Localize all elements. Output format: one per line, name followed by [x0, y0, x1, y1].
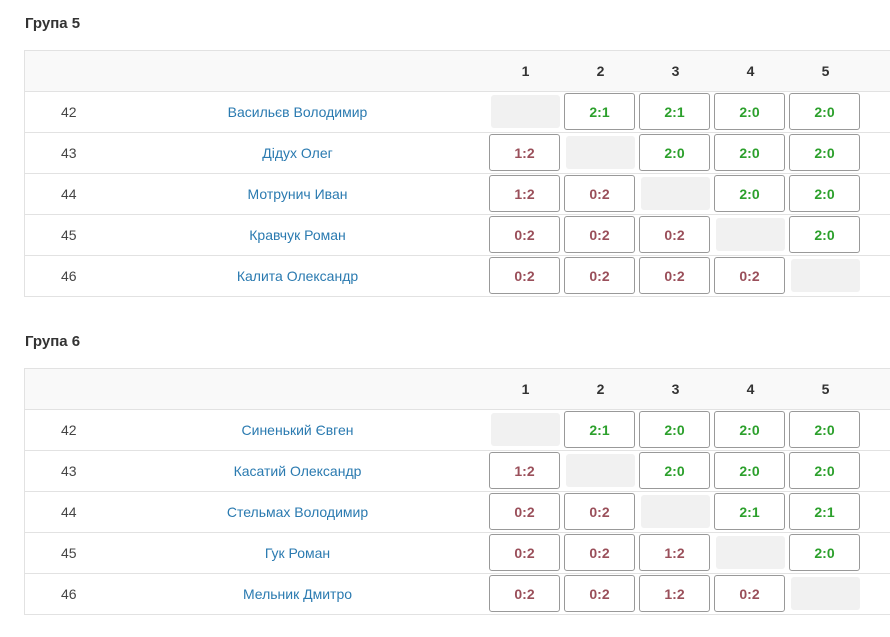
- empty-result-cell: [641, 177, 710, 210]
- result-cell[interactable]: 0:2: [489, 216, 560, 253]
- result-cell[interactable]: 2:1: [564, 411, 635, 448]
- result-cell[interactable]: 1:2: [639, 575, 710, 612]
- empty-result-cell: [791, 259, 860, 292]
- result-cell[interactable]: 0:2: [489, 493, 560, 530]
- table-row: 44 Мотрунич Иван 1:2 0:2 2:0 2:0: [25, 174, 890, 215]
- result-cell[interactable]: 0:2: [489, 575, 560, 612]
- result-cell[interactable]: 2:0: [789, 411, 860, 448]
- empty-result-cell: [716, 218, 785, 251]
- result-cell[interactable]: 2:0: [639, 452, 710, 489]
- player-number: 46: [61, 586, 77, 602]
- player-number: 45: [61, 227, 77, 243]
- player-number: 42: [61, 422, 77, 438]
- table-row: 45 Гук Роман 0:2 0:2 1:2 2:0: [25, 533, 890, 574]
- group-title: Група 6: [25, 333, 81, 350]
- result-cell[interactable]: 2:0: [714, 411, 785, 448]
- result-cell[interactable]: 0:2: [564, 175, 635, 212]
- column-header-4: 4: [746, 63, 755, 79]
- player-name-link[interactable]: Синенький Євген: [241, 422, 354, 438]
- result-cell[interactable]: 2:0: [639, 411, 710, 448]
- empty-result-cell: [641, 495, 710, 528]
- empty-result-cell: [716, 536, 785, 569]
- group-title: Група 5: [25, 15, 81, 32]
- empty-result-cell: [791, 577, 860, 610]
- column-header-1: 1: [521, 381, 530, 397]
- result-cell[interactable]: 2:0: [714, 175, 785, 212]
- result-cell[interactable]: 0:2: [714, 575, 785, 612]
- result-cell[interactable]: 2:1: [714, 493, 785, 530]
- result-cell[interactable]: 0:2: [564, 216, 635, 253]
- table-row: 43 Касатий Олександр 1:2 2:0 2:0 2:0: [25, 451, 890, 492]
- table-row: 43 Дідух Олег 1:2 2:0 2:0 2:0: [25, 133, 890, 174]
- result-cell[interactable]: 2:1: [564, 93, 635, 130]
- player-name-link[interactable]: Мотрунич Иван: [247, 186, 348, 202]
- table-row: 46 Мельник Дмитро 0:2 0:2 1:2 0:2: [25, 574, 890, 615]
- result-cell[interactable]: 2:0: [789, 452, 860, 489]
- player-name-link[interactable]: Мельник Дмитро: [242, 586, 353, 602]
- result-cell[interactable]: 2:0: [789, 93, 860, 130]
- table-header-row: 1 2 3 4 5: [25, 369, 890, 410]
- column-header-1: 1: [521, 63, 530, 79]
- result-cell[interactable]: 2:0: [789, 134, 860, 171]
- result-cell[interactable]: 2:0: [789, 534, 860, 571]
- player-name-link[interactable]: Калита Олександр: [236, 268, 359, 284]
- player-number: 44: [61, 186, 77, 202]
- empty-result-cell: [566, 136, 635, 169]
- table-row: 42 Васильєв Володимир 2:1 2:1 2:0 2:0: [25, 92, 890, 133]
- player-name-link[interactable]: Касатий Олександр: [233, 463, 362, 479]
- result-cell[interactable]: 0:2: [489, 534, 560, 571]
- result-cell[interactable]: 0:2: [639, 257, 710, 294]
- result-cell[interactable]: 2:1: [639, 93, 710, 130]
- result-cell[interactable]: 0:2: [489, 257, 560, 294]
- result-cell[interactable]: 1:2: [489, 452, 560, 489]
- result-cell[interactable]: 2:0: [714, 134, 785, 171]
- result-cell[interactable]: 0:2: [564, 534, 635, 571]
- result-cell[interactable]: 0:2: [639, 216, 710, 253]
- column-header-5: 5: [821, 381, 830, 397]
- column-header-4: 4: [746, 381, 755, 397]
- empty-result-cell: [491, 413, 560, 446]
- result-cell[interactable]: 2:0: [789, 216, 860, 253]
- player-name-link[interactable]: Гук Роман: [264, 545, 331, 561]
- player-name-link[interactable]: Дідух Олег: [262, 145, 333, 161]
- result-cell[interactable]: 2:0: [789, 175, 860, 212]
- result-cell[interactable]: 2:0: [714, 452, 785, 489]
- table-row: 44 Стельмах Володимир 0:2 0:2 2:1 2:1: [25, 492, 890, 533]
- empty-result-cell: [566, 454, 635, 487]
- column-header-5: 5: [821, 63, 830, 79]
- player-number: 42: [61, 104, 77, 120]
- player-number: 44: [61, 504, 77, 520]
- result-cell[interactable]: 1:2: [489, 134, 560, 171]
- player-name-link[interactable]: Кравчук Роман: [249, 227, 346, 243]
- empty-result-cell: [491, 95, 560, 128]
- table-row: 45 Кравчук Роман 0:2 0:2 0:2 2:0: [25, 215, 890, 256]
- player-name-link[interactable]: Стельмах Володимир: [226, 504, 369, 520]
- table-header-row: 1 2 3 4 5: [25, 51, 890, 92]
- result-cell[interactable]: 0:2: [564, 257, 635, 294]
- column-header-3: 3: [671, 381, 680, 397]
- result-cell[interactable]: 0:2: [564, 493, 635, 530]
- column-header-2: 2: [596, 63, 605, 79]
- result-cell[interactable]: 0:2: [564, 575, 635, 612]
- player-number: 43: [61, 145, 77, 161]
- result-cell[interactable]: 2:1: [789, 493, 860, 530]
- result-cell[interactable]: 0:2: [714, 257, 785, 294]
- player-name-link[interactable]: Васильєв Володимир: [227, 104, 368, 120]
- column-header-3: 3: [671, 63, 680, 79]
- result-cell[interactable]: 1:2: [639, 534, 710, 571]
- player-number: 43: [61, 463, 77, 479]
- player-number: 46: [61, 268, 77, 284]
- column-header-2: 2: [596, 381, 605, 397]
- result-cell[interactable]: 1:2: [489, 175, 560, 212]
- table-row: 42 Синенький Євген 2:1 2:0 2:0 2:0: [25, 410, 890, 451]
- player-number: 45: [61, 545, 77, 561]
- table-row: 46 Калита Олександр 0:2 0:2 0:2 0:2: [25, 256, 890, 297]
- result-cell[interactable]: 2:0: [714, 93, 785, 130]
- result-cell[interactable]: 2:0: [639, 134, 710, 171]
